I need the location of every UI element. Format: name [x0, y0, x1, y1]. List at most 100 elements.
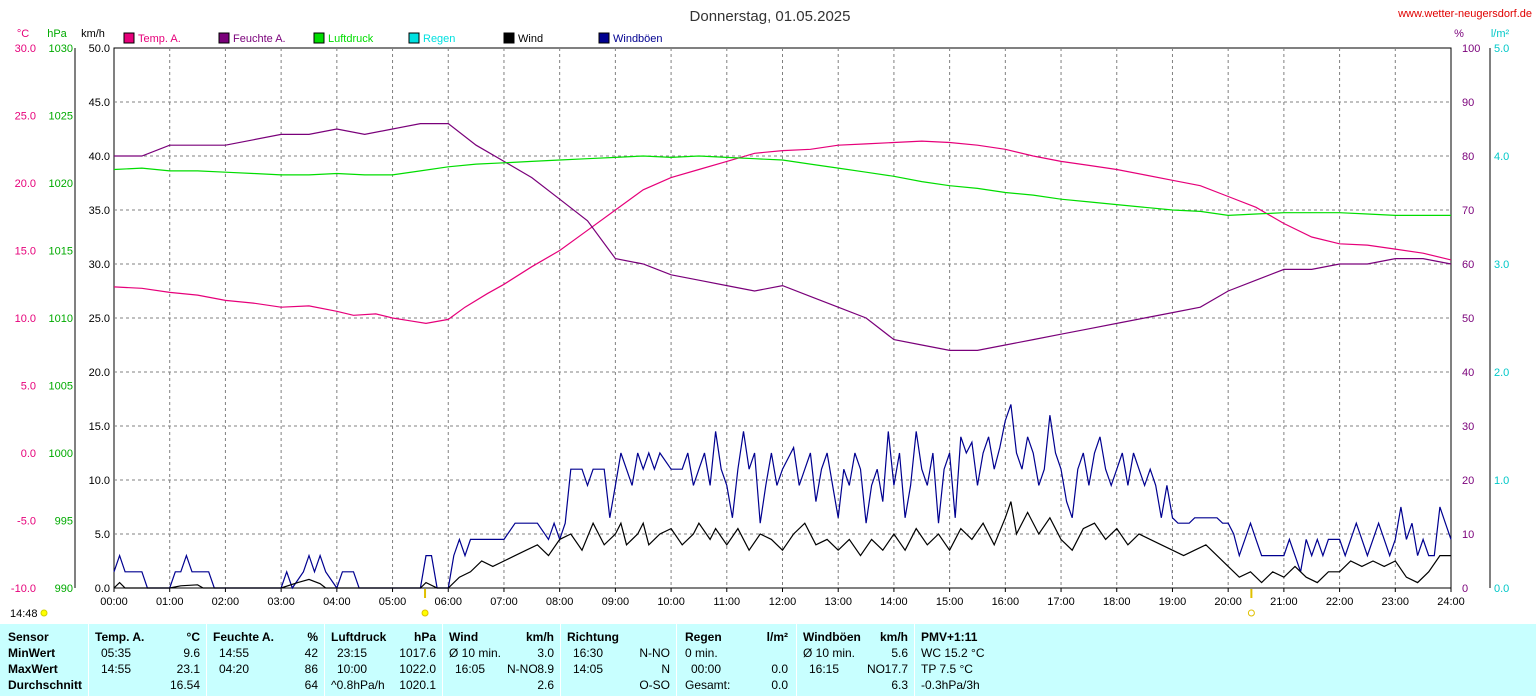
weather-chart: Donnerstag, 01.05.2025 www.wetter-neuger… [10, 8, 1532, 620]
humidity-tick-label: 40 [1462, 367, 1474, 379]
x-tick-label: 24:00 [1437, 596, 1465, 608]
stats-pmv-header: PMV+1:11 [921, 630, 978, 644]
pressure-axis-unit: hPa [47, 28, 67, 40]
x-tick-label: 20:00 [1214, 596, 1242, 608]
axis-ticks: 00:00 01:00 02:00 03:00 04:00 05:00 06:00 07:00… [11, 43, 1509, 608]
legend-label: Wind [518, 33, 543, 45]
x-tick-label: 21:00 [1270, 596, 1298, 608]
legend-swatch [503, 32, 515, 44]
x-tick-label: 02:00 [212, 596, 240, 608]
stats-wind-avg-value: 2.6 [537, 678, 554, 692]
temp-tick-label: -5.0 [17, 516, 36, 528]
chart-series [113, 123, 1452, 590]
stats-wind-max-time: 16:05 [455, 662, 486, 676]
pressure-line [113, 155, 1451, 217]
stats-rain-rate-value: 0.0 [771, 662, 788, 676]
stats-row-label-max: MaxWert [8, 662, 58, 676]
stats-gust-max-value: 17.7 [884, 662, 908, 676]
pressure-tick-label: 1005 [49, 381, 73, 393]
legend-swatch [408, 32, 420, 44]
legend-label: Feuchte A. [233, 33, 286, 45]
stats-wind-max-value: 8.9 [537, 662, 554, 676]
stats-gust-max-direction: NO [867, 662, 885, 676]
stats-pressure-min-value: 1017.6 [399, 646, 436, 660]
wind-tick-label: 0.0 [95, 583, 110, 595]
stats-direction-avg-value: O-SO [639, 678, 670, 692]
pressure-tick-label: 1030 [49, 43, 73, 55]
humidity-tick-label: 10 [1462, 529, 1474, 541]
stats-pmv-pressure-trend: -0.3hPa/3h [921, 678, 980, 692]
stats-rain-header: Regen [685, 630, 722, 644]
stats-humidity-min-value: 42 [304, 646, 318, 660]
stats-pressure-max-value: 1022.0 [399, 662, 436, 676]
stats-rain-time: 00:00 [691, 662, 722, 676]
pressure-tick-label: 1025 [49, 111, 73, 123]
stats-rain-duration: 0 min. [685, 646, 718, 660]
stats-gust-column: Windböen km/h Ø 10 min. 5.6 16:15 NO 17.7 6… [796, 624, 914, 696]
legend-item: Feuchte A. [218, 32, 286, 45]
x-tick-label: 01:00 [156, 596, 184, 608]
x-tick-label: 10:00 [657, 596, 685, 608]
temp-tick-label: 0.0 [21, 448, 36, 460]
stats-wind-max-direction: N-NO [507, 662, 538, 676]
sun-markers [421, 589, 1255, 617]
pressure-tick-label: 1020 [49, 178, 73, 190]
stats-row-label-avg: Durchschnitt [8, 678, 83, 692]
pressure-tick-label: 995 [55, 516, 73, 528]
stats-direction-value-2: N [661, 662, 670, 676]
wind-tick-label: 50.0 [89, 43, 110, 55]
temp-tick-label: -10.0 [11, 583, 36, 595]
legend-label: Temp. A. [138, 33, 181, 45]
stats-gust-avg10-value: 5.6 [891, 646, 908, 660]
stats-direction-value-1: N-NO [639, 646, 670, 660]
legend-item: Luftdruck [313, 32, 374, 45]
stats-pmv-dewpoint: TP 7.5 °C [921, 662, 973, 676]
stats-wind-avg10-label: Ø 10 min. [449, 646, 502, 660]
stats-temp-min-time: 05:35 [101, 646, 132, 660]
wind-tick-label: 10.0 [89, 475, 110, 487]
temp-tick-label: 15.0 [15, 246, 36, 258]
rain-tick-label: 2.0 [1494, 367, 1509, 379]
stats-pmv-column: PMV+1:11 WC 15.2 °C TP 7.5 °C -0.3hPa/3h [914, 624, 1024, 696]
x-tick-label: 22:00 [1326, 596, 1354, 608]
stats-direction-column: Richtung 16:30 N-NO 14:05 N O-SO [560, 624, 676, 696]
temp-axis-unit: °C [17, 28, 29, 40]
stats-temp-header: Temp. A. [95, 630, 145, 644]
stats-pressure-column: Luftdruck hPa 23:15 1017.6 10:00 1022.0 ^0… [324, 624, 442, 696]
humidity-tick-label: 0 [1462, 583, 1468, 595]
sunset-dot [1247, 609, 1255, 617]
stats-row-label-min: MinWert [8, 646, 56, 660]
humidity-tick-label: 70 [1462, 205, 1474, 217]
stats-pressure-max-time: 10:00 [337, 662, 368, 676]
wind-axis-unit: km/h [81, 28, 105, 40]
chart-title: Donnerstag, 01.05.2025 [690, 8, 851, 25]
temp-tick-label: 10.0 [15, 313, 36, 325]
x-tick-label: 18:00 [1103, 596, 1131, 608]
legend-swatch [313, 32, 325, 44]
stats-wind-column: Wind km/h Ø 10 min. 3.0 16:05 N-NO 8.9 2.6 [442, 624, 560, 696]
humidity-tick-label: 80 [1462, 151, 1474, 163]
wind-tick-label: 40.0 [89, 151, 110, 163]
x-tick-label: 23:00 [1382, 596, 1410, 608]
legend-label: Regen [423, 33, 455, 45]
legend-label: Luftdruck [328, 33, 374, 45]
pressure-tick-label: 1000 [49, 448, 73, 460]
legend-swatch [218, 32, 230, 44]
stats-rain-total-label: Gesamt: [685, 678, 731, 692]
stats-rain-unit: l/m² [766, 630, 788, 644]
x-tick-label: 08:00 [546, 596, 574, 608]
stats-gust-max-time: 16:15 [809, 662, 840, 676]
wind-tick-label: 5.0 [95, 529, 110, 541]
humidity-tick-label: 50 [1462, 313, 1474, 325]
legend-item: Temp. A. [123, 32, 181, 45]
sunrise-dot [421, 609, 429, 617]
pressure-tick-label: 1015 [49, 246, 73, 258]
x-tick-label: 19:00 [1159, 596, 1187, 608]
stats-pressure-unit: hPa [413, 630, 436, 644]
legend-item: Regen [408, 32, 455, 45]
stats-temp-max-time: 14:55 [101, 662, 132, 676]
x-tick-label: 00:00 [100, 596, 128, 608]
legend-item: Wind [503, 32, 543, 45]
stats-temp-unit: °C [186, 630, 200, 644]
site-link[interactable]: www.wetter-neugersdorf.de [1397, 8, 1532, 20]
